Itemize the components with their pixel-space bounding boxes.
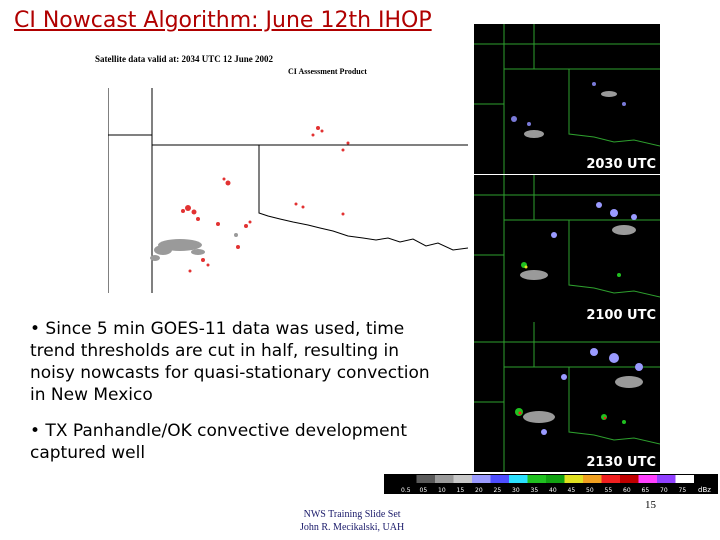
radar-time-2030: 2030 UTC [586, 157, 656, 172]
colorbar-swatch [472, 475, 491, 483]
ci-assessment-map [107, 88, 469, 293]
colorbar-swatch [601, 475, 620, 483]
product-label: CI Assessment Product [288, 67, 367, 76]
colorbar-tick-label: 25 [494, 487, 502, 494]
colorbar-swatch [527, 475, 546, 483]
colorbar-tick-label: 55 [605, 487, 613, 494]
bullet-tx-ok: • TX Panhandle/OK convective development… [30, 421, 407, 463]
colorbar-tick-label: 05 [420, 487, 428, 494]
colorbar-tick-label: 20 [475, 487, 483, 494]
colorbar-swatch [398, 475, 417, 483]
radar-panel-2100: 2100 UTC [474, 175, 660, 325]
colorbar-tick-label: 40 [549, 487, 557, 494]
radar-time-2100: 2100 UTC [586, 308, 656, 323]
slide-title: CI Nowcast Algorithm: June 12th IHOP [14, 8, 432, 33]
colorbar-swatch [546, 475, 565, 483]
colorbar-swatch [509, 475, 528, 483]
colorbar-tick-label: 50 [586, 487, 594, 494]
bullet-list: • Since 5 min GOES-11 data was used, tim… [30, 318, 430, 478]
colorbar-tick-label: 75 [679, 487, 687, 494]
footer-line-1: NWS Training Slide Set [303, 509, 401, 520]
radar-panel-2030: 2030 UTC [474, 24, 660, 174]
colorbar-swatch [435, 475, 454, 483]
colorbar-swatch [453, 475, 472, 483]
footer-credit: NWS Training Slide Set John R. Mecikalsk… [300, 508, 404, 534]
colorbar-tick-label: 15 [457, 487, 465, 494]
colorbar-tick-label: 65 [642, 487, 650, 494]
colorbar-tick-label: 0.5 [401, 487, 411, 494]
colorbar-tick-label: 30 [512, 487, 520, 494]
radar-time-2130: 2130 UTC [586, 455, 656, 470]
colorbar-swatch [638, 475, 657, 483]
colorbar-tick-label: 45 [568, 487, 576, 494]
colorbar-swatch [620, 475, 639, 483]
colorbar-swatch [416, 475, 435, 483]
colorbar-swatch [490, 475, 509, 483]
colorbar-tick-label: 10 [438, 487, 446, 494]
colorbar-swatch [583, 475, 602, 483]
colorbar-swatch [564, 475, 583, 483]
footer-line-2: John R. Mecikalski, UAH [300, 522, 405, 533]
colorbar-tick-label: 70 [660, 487, 668, 494]
dbz-color-scale: 0.5 05 10 15 20 25 30 35 40 45 50 55 60 65 70 75 dBz [384, 474, 718, 494]
colorbar-unit-label: dBz [698, 486, 711, 494]
colorbar-tick-label: 35 [531, 487, 539, 494]
colorbar-swatch [657, 475, 676, 483]
colorbar-tick-label: 60 [623, 487, 631, 494]
radar-panel-2130: 2130 UTC [474, 322, 660, 472]
colorbar-swatch [675, 475, 694, 483]
slide-number: 15 [645, 499, 656, 511]
satellite-caption: Satellite data valid at: 2034 UTC 12 Jun… [95, 54, 274, 64]
bullet-goes11: • Since 5 min GOES-11 data was used, tim… [30, 319, 430, 405]
